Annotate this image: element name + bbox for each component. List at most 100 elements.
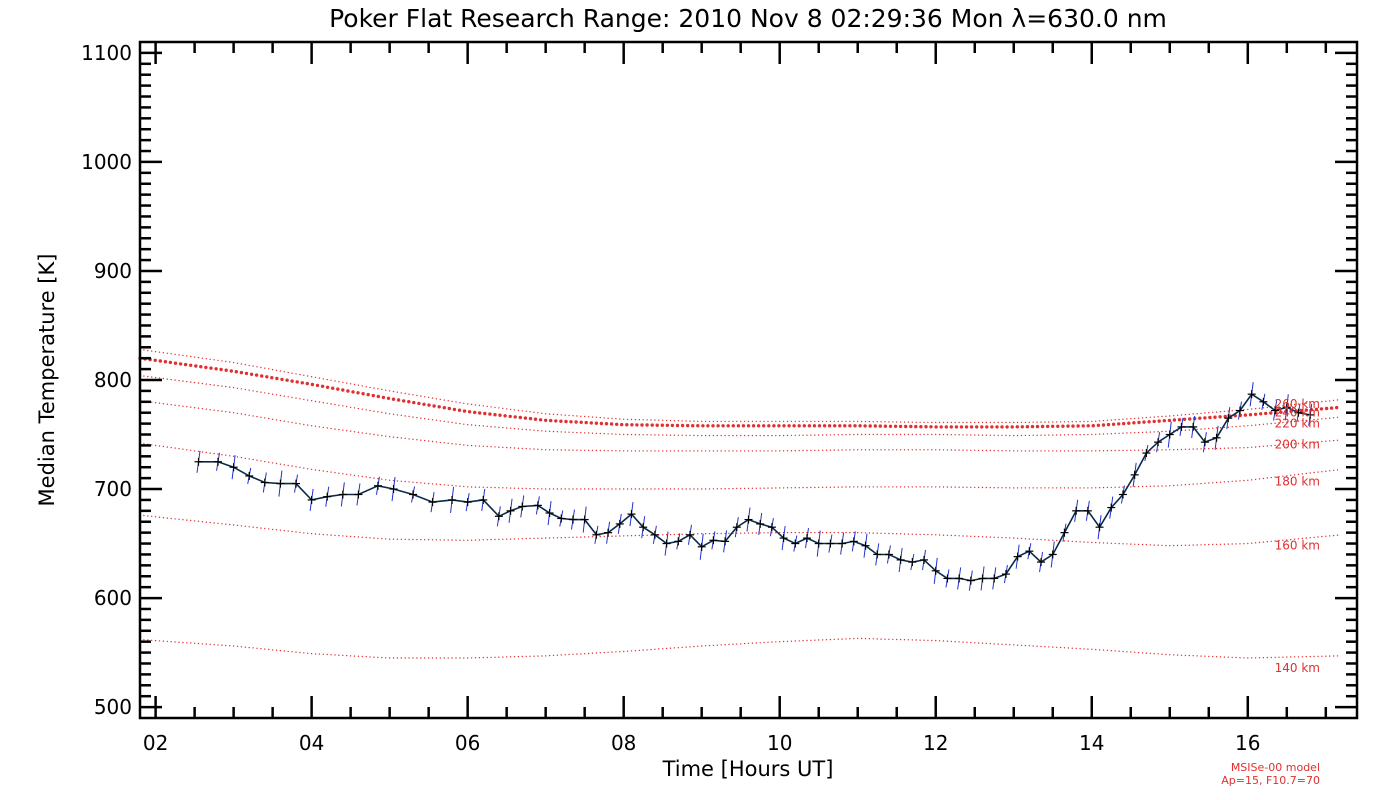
model-dot xyxy=(517,428,520,430)
model-dot xyxy=(907,449,910,451)
model-dot xyxy=(1204,482,1206,484)
model-dot xyxy=(914,424,918,429)
model-dot xyxy=(1114,449,1116,452)
model-dot xyxy=(303,423,305,426)
model-dot xyxy=(509,656,512,658)
model-dot xyxy=(1192,655,1194,657)
model-dot xyxy=(880,449,882,451)
model-dot xyxy=(478,445,481,447)
model-dot xyxy=(1153,485,1155,487)
model-dot xyxy=(493,413,497,417)
model-dot xyxy=(463,444,465,446)
model-dot xyxy=(548,488,551,490)
model-dot xyxy=(923,486,925,488)
model-dot xyxy=(417,401,421,406)
model-dot xyxy=(303,374,305,376)
model-dot xyxy=(825,449,828,451)
model-dot xyxy=(985,434,988,436)
model-dot xyxy=(166,517,168,519)
model-dot xyxy=(342,473,344,475)
model-dot xyxy=(1005,450,1007,452)
model-dot xyxy=(966,535,968,537)
model-dot xyxy=(1227,426,1230,428)
model-dot xyxy=(330,379,332,381)
model-dot xyxy=(361,432,363,434)
model-dot xyxy=(798,487,800,489)
model-dot xyxy=(1052,539,1054,541)
model-dot xyxy=(1161,544,1163,547)
model-dot xyxy=(365,432,367,435)
model-dot xyxy=(1063,540,1066,542)
model-dot xyxy=(759,434,761,437)
model-dot xyxy=(1098,487,1101,489)
model-dot xyxy=(1254,424,1257,426)
data-point xyxy=(931,566,940,575)
model-curve-200-km xyxy=(139,400,1339,452)
model-dot xyxy=(654,419,656,421)
model-dot xyxy=(407,400,411,404)
model-dot xyxy=(1110,542,1113,544)
model-dot xyxy=(1176,484,1179,486)
model-dot xyxy=(170,446,172,449)
model-dot xyxy=(814,434,816,436)
model-dot xyxy=(619,651,621,653)
model-dot xyxy=(435,398,438,400)
model-dot xyxy=(310,653,313,655)
model-dot xyxy=(1137,449,1140,451)
model-dot xyxy=(935,421,937,424)
model-dot xyxy=(989,536,991,538)
model-dot xyxy=(572,415,574,417)
model-dot xyxy=(1147,420,1151,424)
model-dot xyxy=(299,373,301,376)
model-dot xyxy=(517,487,520,489)
model-dot xyxy=(860,532,863,534)
model-dot xyxy=(701,420,703,423)
model-dot xyxy=(892,486,894,488)
data-point xyxy=(1130,470,1139,479)
model-dot xyxy=(759,532,761,534)
model-dot xyxy=(615,450,617,452)
model-dot xyxy=(439,441,441,444)
model-dot xyxy=(338,472,340,474)
model-dot xyxy=(827,424,832,428)
model-dot xyxy=(260,460,262,462)
model-dot xyxy=(279,394,282,397)
model-dot xyxy=(190,406,192,408)
model-dot xyxy=(283,371,285,373)
model-dot xyxy=(334,472,336,474)
model-dot xyxy=(178,518,180,520)
model-dot xyxy=(919,639,921,641)
model-dot xyxy=(1321,440,1323,443)
model-dot xyxy=(1317,418,1319,420)
model-dot xyxy=(1266,423,1269,425)
model-curve-220-km xyxy=(139,374,1339,437)
model-dot xyxy=(1282,475,1284,477)
model-dot xyxy=(977,421,980,424)
model-dot xyxy=(845,486,847,488)
model-dot xyxy=(759,420,761,423)
model-dot xyxy=(1161,430,1163,433)
model-dot xyxy=(1016,421,1019,424)
model-dot xyxy=(408,393,410,395)
model-dot xyxy=(751,450,754,452)
model-dot xyxy=(151,401,153,403)
model-dot xyxy=(798,420,800,423)
model-dot xyxy=(1106,419,1109,421)
model-dot xyxy=(701,533,703,535)
model-dot xyxy=(1227,656,1230,658)
model-dot xyxy=(388,390,391,392)
model-dot xyxy=(1141,543,1144,546)
model-dot xyxy=(353,407,356,409)
model-dot xyxy=(697,533,699,535)
model-dot xyxy=(1110,486,1113,489)
model-dot xyxy=(1009,421,1011,424)
model-dot xyxy=(459,539,461,541)
model-dot xyxy=(331,386,335,390)
model-dot xyxy=(178,448,180,450)
model-dot xyxy=(880,486,882,488)
model-dot xyxy=(802,449,804,452)
model-dot xyxy=(942,421,945,424)
model-dot xyxy=(884,433,886,436)
model-dot xyxy=(1165,415,1167,417)
model-dot xyxy=(892,532,894,535)
